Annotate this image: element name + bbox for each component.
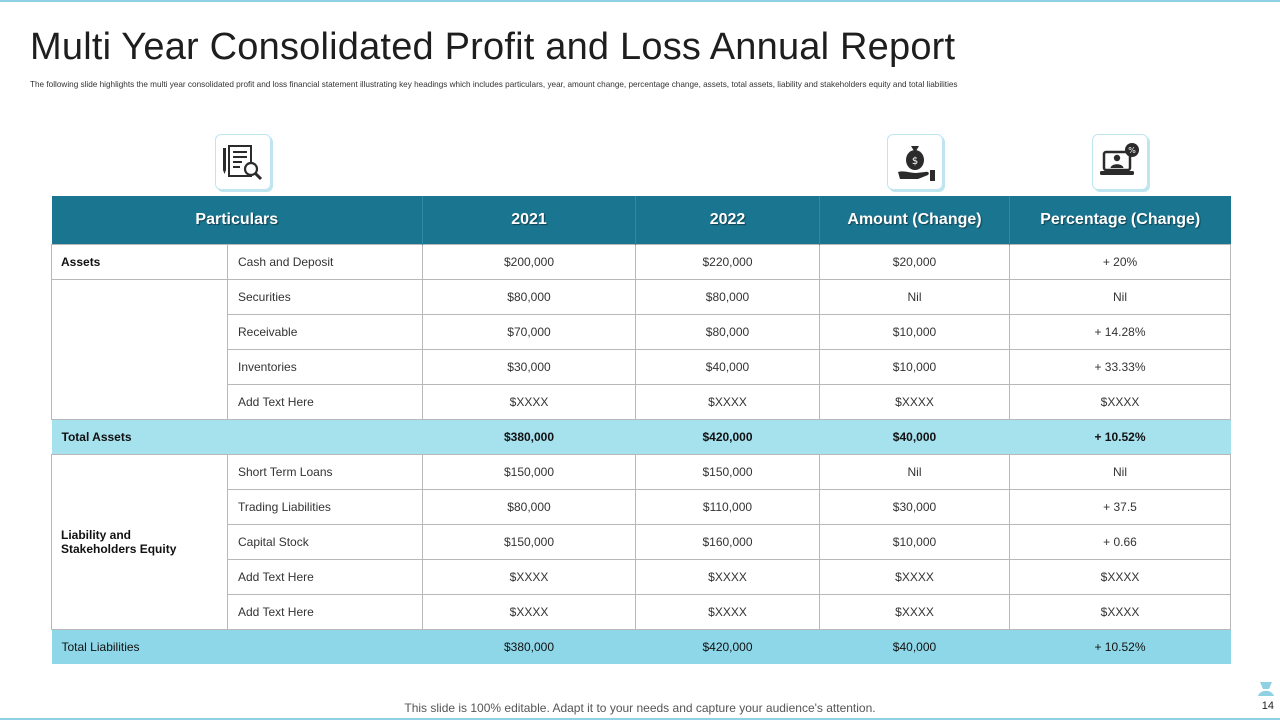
row-amount-change: $10,000 <box>819 314 1010 350</box>
svg-text:%: % <box>1128 146 1136 155</box>
row-2022: $160,000 <box>635 524 820 560</box>
total-liabilities-percentage-change: + 10.52% <box>1009 629 1231 664</box>
header-2022: 2022 <box>635 196 820 245</box>
row-2022: $XXXX <box>635 559 820 595</box>
top-accent-line <box>0 0 1280 2</box>
row-2022: $XXXX <box>635 384 820 420</box>
row-amount-change: $20,000 <box>819 244 1010 280</box>
header-percentage-change: Percentage (Change) <box>1009 196 1231 245</box>
total-assets-label: Total Assets <box>51 419 423 455</box>
slide-title: Multi Year Consolidated Profit and Loss … <box>30 26 956 68</box>
laptop-user-percent-icon: % <box>1092 134 1148 190</box>
row-2021: $80,000 <box>422 489 636 525</box>
header-2021: 2021 <box>422 196 636 245</box>
total-assets-2022: $420,000 <box>635 419 820 455</box>
svg-text:$: $ <box>912 156 918 167</box>
row-2021: $150,000 <box>422 524 636 560</box>
total-liabilities-row: Total Liabilities $380,000 $420,000 $40,… <box>51 629 1231 664</box>
row-percentage-change: Nil <box>1009 279 1231 315</box>
row-2021: $200,000 <box>422 244 636 280</box>
row-2021: $70,000 <box>422 314 636 350</box>
row-percentage-change: + 0.66 <box>1009 524 1231 560</box>
table-row: Trading Liabilities $80,000 $110,000 $30… <box>52 489 1231 525</box>
profit-loss-table: Particulars 2021 2022 Amount (Change) Pe… <box>51 196 1231 664</box>
row-item: Securities <box>227 279 423 315</box>
row-2022: $80,000 <box>635 314 820 350</box>
row-item: Receivable <box>227 314 423 350</box>
total-liabilities-2022: $420,000 <box>635 629 820 664</box>
row-amount-change: $10,000 <box>819 349 1010 385</box>
row-percentage-change: + 20% <box>1009 244 1231 280</box>
row-amount-change: $XXXX <box>819 384 1010 420</box>
row-percentage-change: $XXXX <box>1009 559 1231 595</box>
row-amount-change: Nil <box>819 279 1010 315</box>
row-2021: $30,000 <box>422 349 636 385</box>
report-search-icon <box>215 134 271 190</box>
row-2021: $XXXX <box>422 384 636 420</box>
table-row: Capital Stock $150,000 $160,000 $10,000 … <box>52 524 1231 560</box>
total-liabilities-label: Total Liabilities <box>51 629 423 664</box>
row-item: Add Text Here <box>227 594 423 630</box>
row-amount-change: $10,000 <box>819 524 1010 560</box>
table-row: Receivable $70,000 $80,000 $10,000 + 14.… <box>52 314 1231 350</box>
header-amount-change: Amount (Change) <box>819 196 1010 245</box>
slide-footer-note: This slide is 100% editable. Adapt it to… <box>404 701 876 715</box>
total-assets-2021: $380,000 <box>422 419 636 455</box>
bottom-accent-line <box>0 718 1280 720</box>
row-item: Trading Liabilities <box>227 489 423 525</box>
table-row: Add Text Here $XXXX $XXXX $XXXX $XXXX <box>52 559 1231 595</box>
total-assets-row: Total Assets $380,000 $420,000 $40,000 +… <box>51 419 1231 455</box>
row-2021: $XXXX <box>422 559 636 595</box>
table-row: Assets Cash and Deposit $200,000 $220,00… <box>51 244 1231 280</box>
slide-subtitle: The following slide highlights the multi… <box>30 80 958 89</box>
table-row: Add Text Here $XXXX $XXXX $XXXX $XXXX <box>52 384 1231 420</box>
liability-group-label: Liability and Stakeholders Equity <box>51 454 228 630</box>
row-item: Inventories <box>227 349 423 385</box>
table-row: Liability and Stakeholders Equity Short … <box>51 454 1231 630</box>
total-assets-percentage-change: + 10.52% <box>1009 419 1231 455</box>
row-item: Cash and Deposit <box>227 244 423 280</box>
row-2022: $XXXX <box>635 594 820 630</box>
row-2021: $150,000 <box>422 454 636 490</box>
row-percentage-change: $XXXX <box>1009 594 1231 630</box>
row-item: Add Text Here <box>227 559 423 595</box>
table-row: Inventories $30,000 $40,000 $10,000 + 33… <box>52 349 1231 385</box>
row-amount-change: $30,000 <box>819 489 1010 525</box>
total-assets-amount-change: $40,000 <box>819 419 1010 455</box>
assets-group-spacer <box>51 279 228 420</box>
page-marker-icon <box>1256 680 1276 703</box>
row-2022: $150,000 <box>635 454 820 490</box>
row-percentage-change: + 14.28% <box>1009 314 1231 350</box>
row-2022: $110,000 <box>635 489 820 525</box>
row-percentage-change: + 37.5 <box>1009 489 1231 525</box>
row-amount-change: $XXXX <box>819 594 1010 630</box>
row-item: Capital Stock <box>227 524 423 560</box>
row-2021: $80,000 <box>422 279 636 315</box>
row-2021: $XXXX <box>422 594 636 630</box>
table-row: Add Text Here $XXXX $XXXX $XXXX $XXXX <box>52 594 1231 630</box>
row-amount-change: Nil <box>819 454 1010 490</box>
row-item: Add Text Here <box>227 384 423 420</box>
total-liabilities-2021: $380,000 <box>422 629 636 664</box>
row-amount-change: $XXXX <box>819 559 1010 595</box>
page-number: 14 <box>1261 700 1274 712</box>
table-header-row: Particulars 2021 2022 Amount (Change) Pe… <box>51 196 1231 245</box>
row-2022: $40,000 <box>635 349 820 385</box>
header-particulars: Particulars <box>51 196 423 245</box>
row-2022: $220,000 <box>635 244 820 280</box>
table-row: Securities $80,000 $80,000 Nil Nil <box>51 279 1231 420</box>
row-item: Short Term Loans <box>227 454 423 490</box>
row-percentage-change: + 33.33% <box>1009 349 1231 385</box>
money-bag-hand-icon: $ <box>887 134 943 190</box>
row-2022: $80,000 <box>635 279 820 315</box>
row-percentage-change: $XXXX <box>1009 384 1231 420</box>
total-liabilities-amount-change: $40,000 <box>819 629 1010 664</box>
row-percentage-change: Nil <box>1009 454 1231 490</box>
assets-group-label: Assets <box>51 244 228 280</box>
